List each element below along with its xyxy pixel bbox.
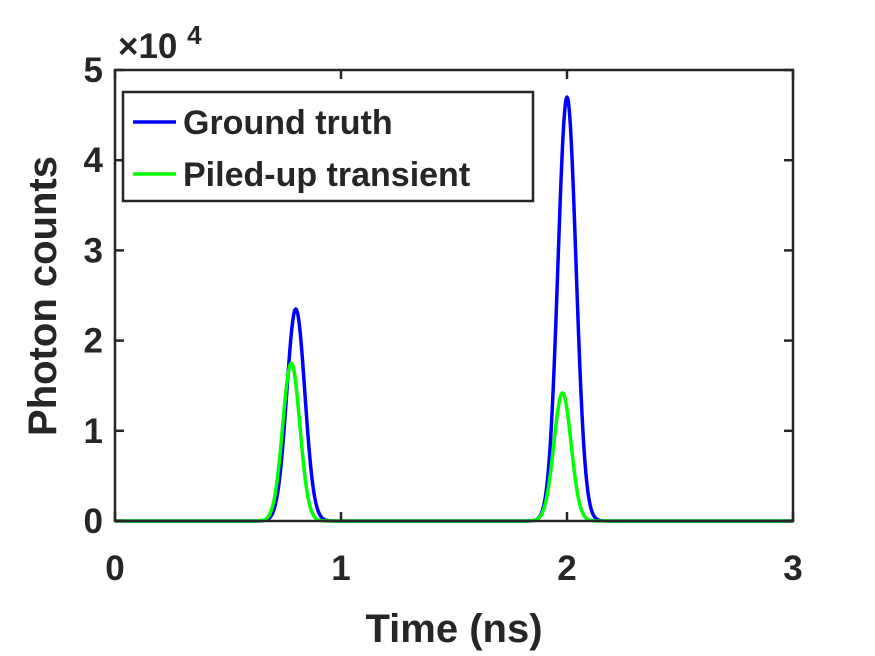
y-tick-label: 5 [84,51,103,90]
legend: Ground truth Piled-up transient [121,90,535,203]
y-axis-label: Photon counts [21,156,65,436]
y-exponent: ×10 4 [118,20,202,66]
legend-label-ground-truth: Ground truth [183,104,393,142]
x-tick-label: 0 [105,549,124,588]
y-tick-label: 1 [84,412,103,451]
y-tick-label: 4 [84,141,104,180]
legend-box [121,90,535,203]
plot-frame [113,68,795,523]
y-exponent-power: 4 [187,20,202,50]
legend-label-piled-up-transient: Piled-up transient [183,156,470,194]
x-ticks: 0 1 2 3 [105,70,803,588]
y-exponent-base: ×10 [118,27,177,66]
y-ticks: 0 1 2 3 4 5 [84,51,793,541]
y-tick-label: 3 [84,231,103,270]
x-tick-label: 3 [783,549,802,588]
x-tick-label: 2 [557,549,576,588]
x-axis-label: Time (ns) [365,607,542,651]
x-tick-label: 1 [331,549,350,588]
y-tick-label: 2 [84,322,103,361]
y-tick-label: 0 [84,502,103,541]
